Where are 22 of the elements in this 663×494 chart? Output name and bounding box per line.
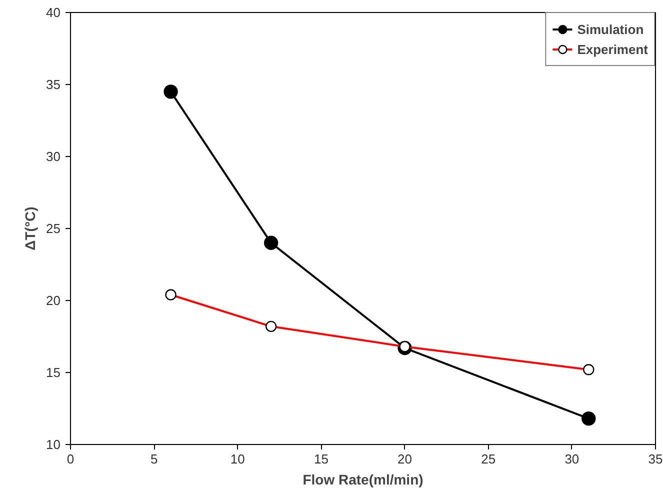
y-tick-label: 10 — [46, 437, 61, 452]
x-tick-label: 0 — [66, 452, 74, 466]
point — [264, 236, 278, 250]
legend-label: Simulation — [577, 22, 644, 36]
y-tick-label: 25 — [46, 221, 61, 236]
x-tick-label: 20 — [398, 452, 412, 466]
y-tick-label: 40 — [46, 5, 61, 20]
x-tick-label: 25 — [481, 452, 496, 466]
y-axis-title: ΔT(°C) — [22, 206, 38, 250]
point — [582, 411, 596, 426]
x-tick-label: 10 — [230, 452, 245, 466]
y-tick-label: 30 — [46, 149, 61, 164]
x-tick-label: 15 — [314, 452, 328, 466]
x-axis-title: Flow Rate(ml/min) — [302, 472, 424, 488]
y-tick-label: 15 — [46, 365, 61, 380]
point — [164, 84, 178, 99]
x-tick-label: 35 — [648, 452, 663, 466]
y-tick-label: 35 — [46, 77, 61, 92]
y-tick-label: 20 — [46, 293, 61, 308]
x-tick-label: 5 — [150, 452, 158, 466]
x-tick-label: 30 — [564, 452, 580, 466]
legend-label: Experiment — [577, 42, 648, 56]
